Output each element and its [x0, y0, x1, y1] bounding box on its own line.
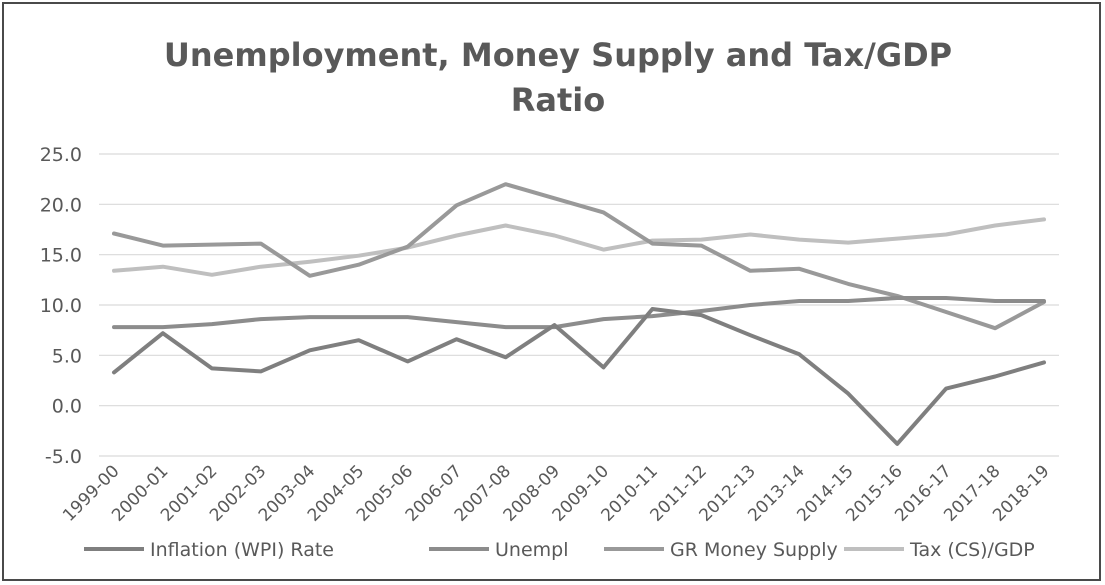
x-axis-ticks: 1999-002000-012001-022002-032003-042004-… [59, 461, 1053, 525]
chart-title-line-2: Ratio [511, 81, 605, 119]
series-lines [112, 182, 1046, 446]
y-tick-label: 25.0 [40, 144, 82, 166]
y-axis-ticks: 25.0 20.0 15.0 10.0 5.0 0.0 -5.0 [40, 144, 82, 468]
legend-label: Tax (CS)/GDP [909, 539, 1035, 561]
legend-label: Inflation (WPI) Rate [150, 539, 334, 561]
series-line [112, 182, 1046, 331]
legend: Inflation (WPI) Rate Unempl GR Money Suppl… [84, 539, 1035, 561]
y-tick-label: 10.0 [40, 295, 82, 317]
chart-title-line-1: Unemployment, Money Supply and Tax/GDP [164, 36, 952, 74]
y-tick-label: 20.0 [40, 194, 82, 216]
y-tick-label: 5.0 [52, 345, 82, 367]
y-tick-label: -5.0 [45, 446, 82, 468]
y-tick-label: 15.0 [40, 245, 82, 267]
legend-label: Unempl [495, 539, 569, 561]
series-line [112, 296, 1046, 330]
chart: Unemployment, Money Supply and Tax/GDP R… [40, 36, 1059, 561]
series-line [112, 217, 1046, 277]
legend-label: GR Money Supply [670, 539, 838, 561]
series-line [112, 307, 1046, 446]
y-tick-label: 0.0 [52, 396, 82, 418]
gridlines [99, 153, 1059, 457]
